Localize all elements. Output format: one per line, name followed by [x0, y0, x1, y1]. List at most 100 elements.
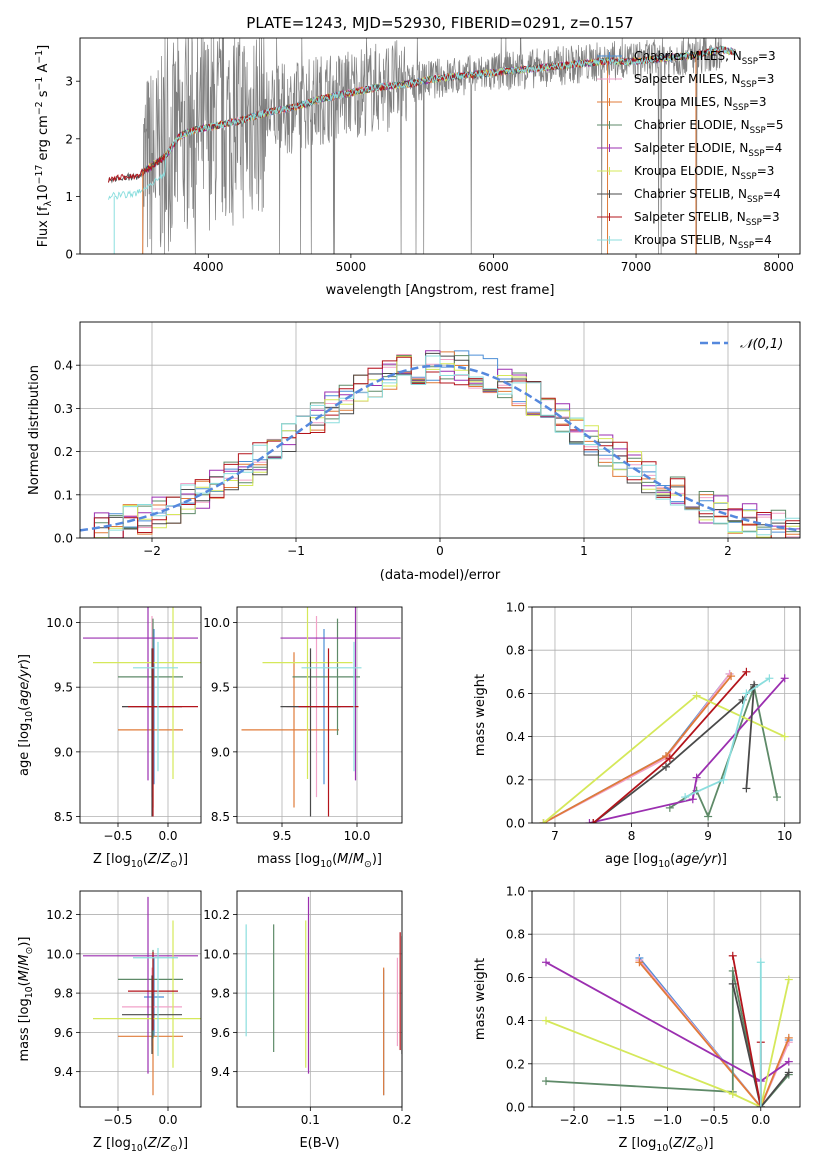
y-tick-label: 9.4: [211, 1065, 230, 1079]
plot-area: [83, 607, 201, 817]
histogram-line: [80, 352, 800, 538]
x-axis-label: E(B-V): [299, 1136, 339, 1151]
y-axis-label: Normed distribution: [27, 365, 42, 495]
x-axis-label: wavelength [Angstrom, rest frame]: [326, 283, 555, 298]
axes-frame: [79, 606, 202, 824]
series-line: [731, 983, 790, 1107]
y-tick-label: 0.4: [506, 730, 525, 744]
x-tick-label: 9: [704, 829, 712, 843]
y-tick-label: 0.2: [506, 773, 525, 787]
x-axis-label: mass [log10(M/M⊙)]: [257, 852, 382, 870]
x-tick-label: −0.5: [103, 1113, 132, 1127]
x-tick-label: 7: [551, 829, 559, 843]
legend-label: Chabrier MILES, NSSP=3: [634, 49, 776, 67]
x-tick-label: −1: [287, 544, 305, 558]
y-tick-label: 9.6: [54, 1026, 73, 1040]
y-tick-label: 9.0: [54, 745, 73, 759]
histogram-line: [80, 356, 800, 538]
y-tick-label: 10.0: [46, 616, 73, 630]
x-tick-label: 0.0: [158, 1113, 177, 1127]
panel-ebv-mass: 0.1 0.2 9.4 9.6 9.8 10.0 10.2 E(B-V): [203, 890, 412, 1151]
y-axis-label: mass [log10(M/M⊙)]: [17, 937, 35, 1062]
y-tick-label: 0.6: [506, 971, 525, 985]
panel-z-weight: −2.0 −1.5 −1.0 −0.5 0.0 0.0 0.2 0.4 0.6 0.8 1.0 Z […: [473, 885, 801, 1154]
x-tick-label: −1.5: [606, 1113, 635, 1127]
legend-label: Chabrier STELIB, NSSP=4: [634, 187, 781, 205]
series-line: [684, 677, 770, 798]
x-tick-label: 8000: [763, 260, 794, 274]
x-tick-label: 0: [436, 544, 444, 558]
axes-frame: [531, 606, 801, 824]
plot-area: [542, 951, 793, 1107]
panel-mass-age: 9.5 10.0 8.5 9.0 9.5 10.0 mass [log10(M/M⊙)]: [203, 606, 403, 870]
y-tick-label: 0.3: [54, 402, 73, 416]
x-axis-label: Z [log10(Z/Z⊙)]: [618, 1136, 713, 1154]
legend-label: Salpeter STELIB, NSSP=3: [634, 210, 780, 228]
y-tick-label: 0: [65, 248, 73, 262]
panel-z-mass: −0.5 0.0 9.4 9.6 9.8 10.0 10.2 Z [log10(Z/Z⊙)] m…: [17, 890, 202, 1154]
x-tick-label: 0.2: [392, 1113, 411, 1127]
y-tick-label: 10.2: [203, 908, 230, 922]
x-tick-label: −2.0: [559, 1113, 588, 1127]
y-tick-label: 0.4: [506, 1014, 525, 1028]
spectrum-model-line: [108, 45, 737, 200]
y-tick-label: 10.0: [203, 947, 230, 961]
x-tick-label: −2: [143, 544, 161, 558]
x-tick-label: −0.5: [103, 829, 132, 843]
y-tick-label: 1: [65, 190, 73, 204]
y-tick-label: 0.2: [54, 445, 73, 459]
axes-frame: [79, 321, 801, 539]
x-tick-label: 10: [777, 829, 792, 843]
legend-label: Kroupa ELODIE, NSSP=3: [634, 164, 774, 182]
y-tick-label: 10.2: [46, 908, 73, 922]
legend: 𝒩(0,1): [700, 337, 783, 352]
x-tick-label: 5000: [336, 260, 367, 274]
legend-label: 𝒩(0,1): [740, 337, 783, 352]
x-tick-label: 10.0: [344, 829, 371, 843]
legend-label: Chabrier ELODIE, NSSP=5: [634, 118, 783, 136]
panel-residuals: −2 −1 0 1 2 0.0 0.1 0.2 0.3 0.4 𝒩(0,1) (data-model)…: [27, 321, 801, 583]
plot-area: [245, 896, 402, 1096]
y-tick-label: 0.0: [54, 532, 73, 546]
y-tick-label: 9.8: [54, 987, 73, 1001]
x-tick-label: 4000: [193, 260, 224, 274]
axes-frame: [236, 606, 403, 824]
x-tick-label: 6000: [478, 260, 509, 274]
y-tick-label: 0.8: [506, 644, 525, 658]
x-axis-label: Z [log10(Z/Z⊙)]: [93, 1136, 188, 1154]
series-line: [545, 979, 790, 1107]
y-tick-label: 0.0: [506, 1101, 525, 1115]
axes-frame: [79, 37, 801, 255]
y-tick-label: 9.4: [54, 1065, 73, 1079]
series-line: [638, 959, 790, 1107]
y-tick-label: 0.0: [506, 817, 525, 831]
y-axis-label: age [log10(age/yr)]: [17, 654, 35, 776]
y-axis-label: mass weight: [473, 958, 488, 1040]
y-tick-label: 3: [65, 75, 73, 89]
y-tick-label: 9.0: [211, 745, 230, 759]
legend-label: Kroupa MILES, NSSP=3: [634, 95, 767, 113]
y-tick-label: 2: [65, 132, 73, 146]
legend: Chabrier MILES, NSSP=3 Salpeter MILES, NS…: [597, 49, 783, 251]
plot-area: [108, 38, 737, 254]
y-axis-label: Flux [fλ10−17 erg cm−2 s−1 A−1]: [34, 45, 54, 247]
y-tick-label: 9.5: [54, 681, 73, 695]
x-tick-label: 0.0: [751, 1113, 770, 1127]
x-tick-label: −0.5: [700, 1113, 729, 1127]
y-tick-label: 1.0: [506, 601, 525, 615]
x-tick-label: −1.0: [653, 1113, 682, 1127]
plot-area: [539, 667, 789, 823]
legend-label: Salpeter MILES, NSSP=3: [634, 72, 774, 90]
axes-frame: [531, 890, 801, 1108]
x-tick-label: 0.1: [301, 1113, 320, 1127]
y-tick-label: 1.0: [506, 885, 525, 899]
normal-curve-line: [80, 364, 800, 532]
y-tick-label: 0.2: [506, 1057, 525, 1071]
x-tick-label: 8: [628, 829, 636, 843]
axes-frame: [79, 890, 202, 1108]
x-tick-label: 1: [580, 544, 588, 558]
y-tick-label: 10.0: [203, 616, 230, 630]
x-tick-label: 0.0: [158, 829, 177, 843]
y-tick-label: 0.1: [54, 488, 73, 502]
x-axis-label: (data-model)/error: [380, 568, 501, 583]
